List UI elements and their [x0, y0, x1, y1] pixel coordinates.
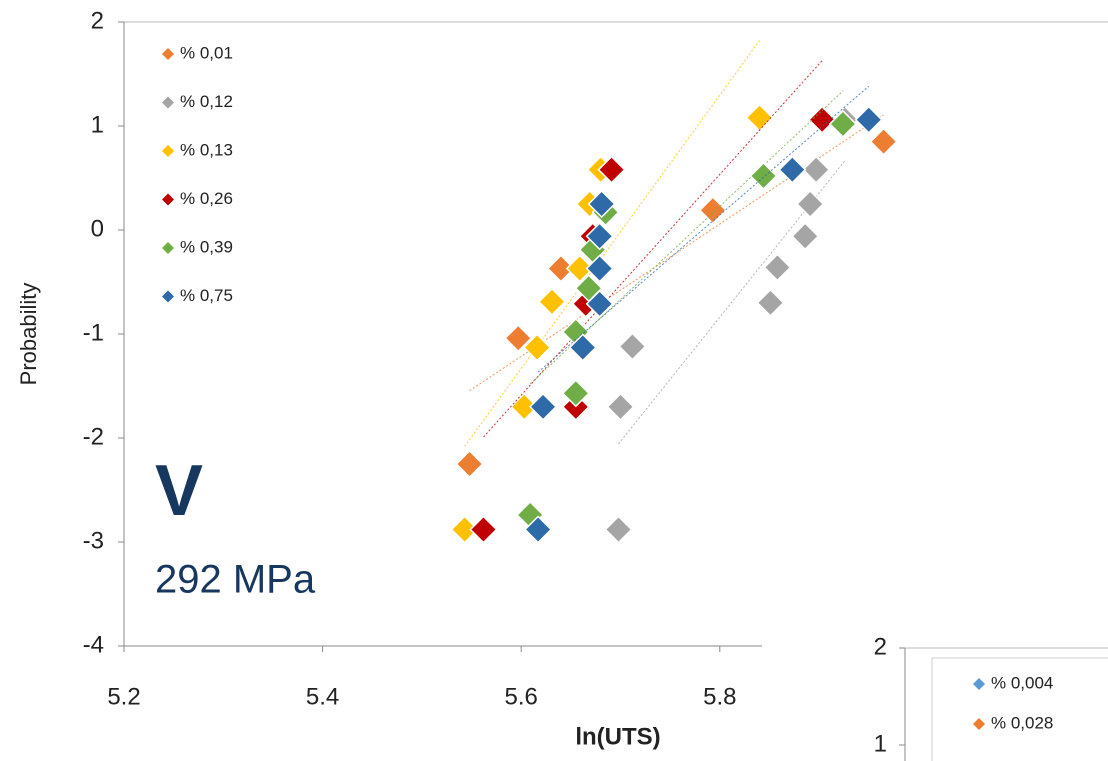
data-point — [756, 288, 785, 317]
data-point — [854, 105, 883, 134]
legend-marker — [162, 96, 174, 109]
data-point — [585, 289, 614, 318]
legend-marker — [973, 718, 985, 730]
y-tick-label: 1 — [874, 730, 887, 757]
trend-line — [469, 114, 884, 392]
legend-marker — [162, 242, 174, 254]
x-tick-label: 5.6 — [505, 683, 538, 710]
data-point — [802, 155, 831, 184]
data-point — [618, 332, 647, 361]
legend-label: % 0,13 — [180, 140, 233, 159]
data-point — [597, 155, 626, 184]
data-point — [778, 155, 807, 184]
data-point — [469, 515, 498, 544]
data-point — [523, 333, 552, 362]
data-point — [455, 449, 484, 479]
annotation-title: V — [155, 451, 203, 531]
legend-label: % 0,12 — [180, 92, 233, 111]
data-point — [524, 515, 553, 544]
legend-marker — [973, 678, 985, 690]
trend-line — [464, 40, 760, 447]
legend-label: % 0,39 — [180, 237, 233, 256]
data-point — [604, 515, 633, 544]
y-tick-label: -1 — [83, 319, 104, 346]
data-point — [528, 392, 558, 421]
legend-label: % 0,004 — [991, 673, 1053, 692]
data-point — [791, 222, 820, 251]
data-point — [450, 515, 479, 544]
data-point — [537, 287, 567, 316]
y-tick-label: 0 — [91, 215, 104, 242]
legend-label: % 0,028 — [991, 713, 1053, 732]
y-tick-label: -3 — [83, 527, 104, 554]
y-axis-title: Probability — [16, 283, 41, 386]
legend-label: % 0,01 — [180, 43, 233, 62]
y-tick-label: 2 — [874, 633, 887, 660]
data-point — [606, 392, 635, 421]
legend-label: % 0,75 — [180, 286, 233, 305]
x-tick-label: 5.2 — [107, 683, 140, 710]
data-point — [510, 392, 539, 421]
data-point — [698, 196, 727, 225]
legend-marker — [162, 193, 174, 206]
legend-label: % 0,26 — [180, 189, 233, 208]
legend-marker — [162, 48, 174, 60]
x-axis-title: ln(UTS) — [575, 723, 660, 750]
y-tick-label: 1 — [91, 111, 104, 138]
data-point — [568, 333, 597, 362]
data-point — [796, 189, 825, 219]
trend-line — [618, 160, 846, 445]
legend-marker — [162, 145, 174, 157]
legend-box — [931, 657, 1108, 761]
x-tick-label: 5.8 — [703, 683, 736, 710]
x-tick-label: 5.4 — [306, 683, 339, 710]
data-point — [561, 379, 590, 408]
annotation-subtitle: 292 MPa — [155, 558, 316, 602]
data-point — [745, 103, 774, 132]
trend-line — [537, 85, 870, 373]
data-point — [585, 222, 614, 251]
data-point — [869, 127, 898, 156]
y-tick-label: -2 — [83, 423, 104, 450]
data-point — [808, 105, 837, 134]
data-point — [504, 324, 533, 353]
trend-line — [529, 90, 844, 385]
legend-marker — [162, 290, 174, 303]
y-tick-label: 2 — [91, 7, 104, 34]
data-point — [828, 109, 857, 138]
data-point — [565, 254, 594, 283]
data-point — [546, 254, 575, 283]
y-tick-label: -4 — [83, 631, 104, 658]
data-point — [763, 253, 792, 282]
data-point — [585, 254, 614, 283]
data-point — [587, 189, 616, 219]
